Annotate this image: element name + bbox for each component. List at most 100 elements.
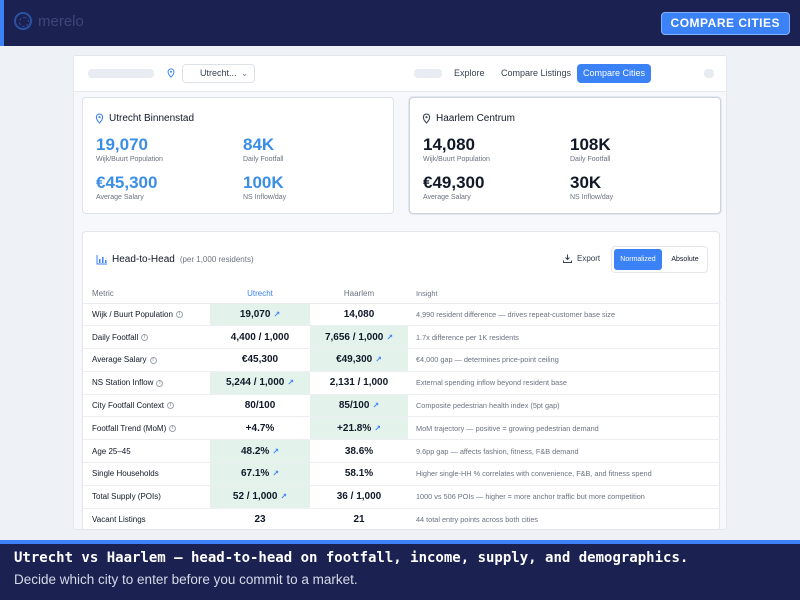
- metric-name: Single Households: [92, 469, 159, 479]
- table-row: Single Households 67.1% ↗ 58.1% Higher singl…: [83, 462, 721, 486]
- app-panel: Utrecht... ⌄ Explore Compare Listings Co…: [73, 55, 727, 530]
- insight-cell: €4,000 gap — determines price-point ceil…: [408, 348, 721, 372]
- utrecht-value: +4.7%: [245, 422, 275, 434]
- insight-cell: MoM trajectory — positive = growing pede…: [408, 416, 721, 441]
- utrecht-value-cell: 48.2% ↗: [210, 439, 310, 464]
- utrecht-value-cell: 80/100: [210, 394, 310, 418]
- insight-cell: 1.7x difference per 1K residents: [408, 325, 721, 350]
- haarlem-value-cell: 38.6%: [310, 439, 408, 464]
- metric-footfall: 84K Daily Footfall: [243, 135, 283, 163]
- section-title: Head-to-Head: [112, 254, 175, 265]
- haarlem-value-cell: +21.8% ↗: [310, 416, 408, 441]
- utrecht-value: €45,300: [241, 354, 279, 366]
- city-card-haarlem: Haarlem Centrum 14,080 Wijk/Buurt Popula…: [409, 97, 721, 214]
- trend-up-icon: ↗: [287, 378, 295, 388]
- trend-up-icon: ↗: [273, 309, 281, 319]
- haarlem-value-cell: 14,080: [310, 303, 408, 327]
- metric-population: 14,080 Wijk/Buurt Population: [423, 135, 490, 163]
- metric-cell: Wijk / Buurt Population i: [83, 303, 210, 327]
- utrecht-value: 67.1%: [240, 468, 270, 480]
- haarlem-value: 38.6%: [344, 445, 374, 457]
- utrecht-value-cell: +4.7%: [210, 416, 310, 441]
- metric-footfall: 108K Daily Footfall: [570, 135, 611, 163]
- metric-cell: Vacant Listings: [83, 508, 210, 529]
- metric-name: Daily Footfall: [92, 332, 139, 342]
- haarlem-value-cell: 21: [310, 508, 408, 529]
- chevron-down-icon: ⌄: [241, 69, 248, 78]
- metric-label: Wijk/Buurt Population: [423, 156, 490, 163]
- metric-value: 14,080: [423, 135, 475, 154]
- insight-cell: 1000 vs 506 POIs — higher = more anchor …: [408, 485, 721, 509]
- trend-up-icon: ↗: [272, 446, 280, 456]
- export-label: Export: [577, 254, 601, 263]
- table-row: Wijk / Buurt Population i 19,070 ↗ 14,080 4,9…: [83, 303, 721, 327]
- metric-cell: Average Salary i: [83, 348, 210, 372]
- metric-salary: €49,300 Average Salary: [423, 173, 484, 201]
- metric-salary: €45,300 Average Salary: [96, 173, 157, 201]
- table-row: Footfall Trend (MoM) i +4.7% +21.8% ↗ MoM tra…: [83, 416, 721, 441]
- metric-value: 19,070: [96, 135, 148, 154]
- utrecht-value: 5,244 / 1,000: [225, 377, 285, 389]
- city-name: Utrecht Binnenstad: [109, 113, 195, 124]
- haarlem-value-cell: 2,131 / 1,000: [310, 371, 408, 395]
- city-card-title: Haarlem Centrum: [422, 113, 515, 124]
- export-button[interactable]: Export: [563, 254, 600, 263]
- metric-label: NS Inflow/day: [570, 194, 614, 201]
- haarlem-value-cell: 7,656 / 1,000 ↗: [310, 325, 408, 350]
- metric-value: €45,300: [96, 173, 158, 192]
- info-icon[interactable]: i: [149, 356, 157, 364]
- utrecht-value-cell: 23: [210, 508, 310, 529]
- metric-cell: Daily Footfall i: [83, 325, 210, 350]
- haarlem-value-cell: €49,300 ↗: [310, 348, 408, 372]
- metric-cell: Age 25–45: [83, 439, 210, 464]
- comparison-table: Metric Utrecht Haarlem Insight Wijk / Bu…: [83, 284, 721, 529]
- metric-name: Total Supply (POIs): [92, 492, 161, 502]
- nav-compare-cities[interactable]: Compare Cities: [577, 64, 651, 83]
- info-icon[interactable]: i: [141, 334, 149, 342]
- utrecht-value: 80/100: [244, 400, 276, 412]
- insight-cell: Higher single-HH % correlates with conve…: [408, 462, 721, 486]
- toggle-normalized[interactable]: Normalized: [614, 249, 662, 270]
- location-pin-icon: [422, 113, 431, 124]
- city-select[interactable]: Utrecht... ⌄: [182, 64, 255, 83]
- section-subtitle: (per 1,000 residents): [179, 255, 254, 264]
- city-name: Haarlem Centrum: [436, 113, 515, 124]
- compare-cities-cta-button[interactable]: COMPARE CITIES: [660, 12, 790, 35]
- metric-name: Wijk / Buurt Population: [92, 309, 173, 319]
- info-icon[interactable]: i: [156, 379, 164, 387]
- utrecht-value: 48.2%: [240, 445, 270, 457]
- table-row: Age 25–45 48.2% ↗ 38.6% 9.6pp gap — affects …: [83, 439, 721, 464]
- download-icon: [563, 254, 572, 263]
- logo: merelo: [14, 12, 84, 30]
- nav-compare-listings[interactable]: Compare Listings: [501, 68, 572, 78]
- table-row: Daily Footfall i 4,400 / 1,000 7,656 / 1,00…: [83, 325, 721, 350]
- info-icon[interactable]: i: [169, 425, 177, 433]
- utrecht-value-cell: 67.1% ↗: [210, 462, 310, 486]
- trend-up-icon: ↗: [272, 469, 280, 479]
- nav-explore[interactable]: Explore: [454, 68, 485, 78]
- table-row: Vacant Listings 23 21 44 total entry points…: [83, 508, 721, 529]
- logo-icon: [14, 12, 32, 30]
- metric-label: Daily Footfall: [243, 156, 284, 163]
- metric-value: 30K: [570, 173, 602, 192]
- metric-cell: City Footfall Context i: [83, 394, 210, 418]
- utrecht-value-cell: €45,300: [210, 348, 310, 372]
- column-header-insight: Insight: [408, 284, 721, 304]
- table-row: Total Supply (POIs) 52 / 1,000 ↗ 36 / 1,000…: [83, 485, 721, 509]
- utrecht-value: 4,400 / 1,000: [230, 331, 290, 343]
- metric-label: Daily Footfall: [570, 156, 611, 163]
- utrecht-value-cell: 52 / 1,000 ↗: [210, 485, 310, 509]
- haarlem-value-cell: 85/100 ↗: [310, 394, 408, 418]
- column-header-utrecht: Utrecht: [210, 284, 310, 304]
- metric-label: Average Salary: [96, 194, 144, 201]
- utrecht-value-cell: 19,070 ↗: [210, 303, 310, 327]
- info-icon[interactable]: i: [167, 402, 175, 410]
- bar-chart-icon: [96, 254, 107, 264]
- caption-title: Utrecht vs Haarlem — head-to-head on foo…: [14, 550, 689, 566]
- info-icon[interactable]: i: [175, 311, 183, 319]
- metric-name: Age 25–45: [92, 446, 131, 456]
- table-header-row: Metric Utrecht Haarlem Insight: [83, 284, 721, 304]
- toggle-absolute[interactable]: Absolute: [671, 256, 699, 263]
- metric-ns-inflow: 100K NS Inflow/day: [243, 173, 286, 201]
- utrecht-value-cell: 4,400 / 1,000: [210, 325, 310, 350]
